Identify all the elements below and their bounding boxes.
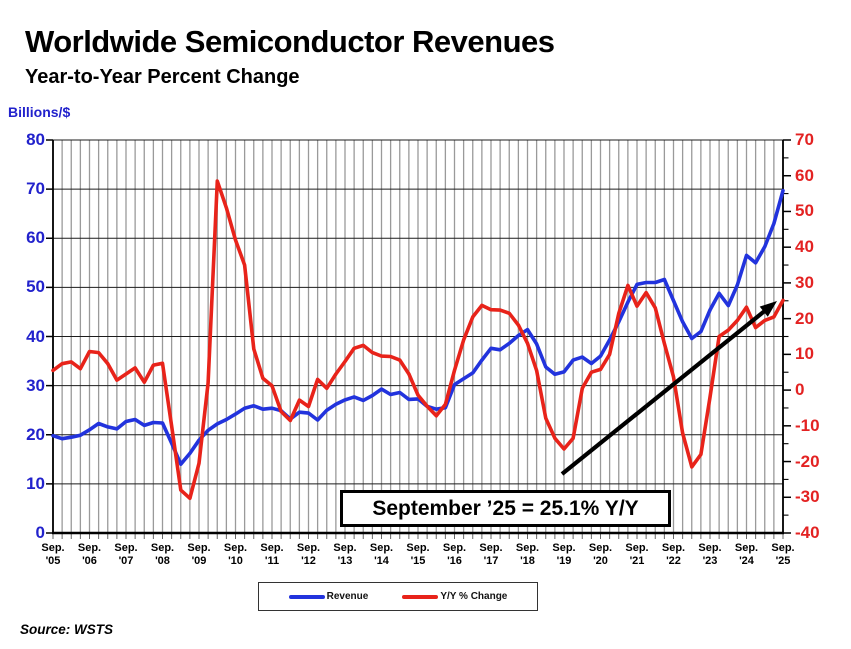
annotation-text: September ’25 = 25.1% Y/Y [372, 496, 639, 520]
right-axis-tick--30: -30 [795, 487, 820, 507]
right-axis-tick-10: 10 [795, 344, 814, 364]
x-axis-tick-20: Sep. '20 [588, 542, 613, 567]
x-axis-tick-19: Sep. '19 [552, 542, 576, 567]
right-axis-tick--10: -10 [795, 415, 820, 435]
right-axis-tick-0: 0 [795, 380, 805, 400]
left-axis-title: Billions/$ [8, 104, 71, 120]
x-axis-tick-24: Sep. '24 [734, 542, 759, 567]
annotation-arrow-shaft [560, 305, 771, 476]
right-axis-tick-40: 40 [795, 237, 814, 257]
right-axis-tick--40: -40 [795, 523, 820, 542]
right-axis-tick--20: -20 [795, 451, 820, 471]
x-axis-tick-07: Sep. '07 [114, 542, 138, 567]
x-axis-tick-13: Sep. '13 [333, 542, 357, 567]
right-axis-tick-60: 60 [795, 165, 814, 185]
x-axis-tick-11: Sep. '11 [260, 542, 284, 567]
left-axis-tick-40: 40 [26, 326, 45, 346]
x-axis-tick-18: Sep. '18 [515, 542, 540, 567]
legend: Revenue Y/Y % Change [258, 582, 538, 611]
x-axis-tick-25: Sep. '25 [771, 542, 795, 567]
x-axis-tick-09: Sep. '09 [187, 542, 211, 567]
right-axis-tick-30: 30 [795, 272, 814, 292]
left-axis-tick-80: 80 [26, 130, 45, 149]
left-axis-tick-30: 30 [26, 375, 45, 395]
x-axis-tick-17: Sep. '17 [479, 542, 503, 567]
left-axis-tick-0: 0 [35, 523, 45, 542]
revenue-line-swatch [288, 594, 325, 599]
left-axis-tick-10: 10 [26, 473, 45, 493]
legend-item-yoy: Y/Y % Change [402, 591, 507, 602]
yoy-line-swatch [402, 594, 439, 599]
x-axis-tick-10: Sep. '10 [223, 542, 248, 567]
x-axis-tick-08: Sep. '08 [150, 542, 175, 567]
left-axis-tick-70: 70 [26, 179, 45, 199]
x-axis-tick-21: Sep. '21 [625, 542, 649, 567]
right-axis-tick-70: 70 [795, 130, 814, 149]
legend-label-yoy: Y/Y % Change [440, 591, 508, 602]
x-axis-tick-14: Sep. '14 [369, 542, 394, 567]
x-axis-tick-06: Sep. '06 [77, 542, 102, 567]
x-axis-tick-12: Sep. '12 [296, 542, 321, 567]
right-axis-tick-20: 20 [795, 308, 814, 328]
x-axis-tick-22: Sep. '22 [661, 542, 686, 567]
legend-item-revenue: Revenue [288, 591, 369, 602]
chart-subtitle: Year-to-Year Percent Change [25, 66, 300, 88]
right-axis-tick-50: 50 [795, 201, 814, 221]
series-line-y-y-change [51, 179, 785, 501]
source-note: Source: WSTS [20, 622, 114, 637]
x-axis-tick-16: Sep. '16 [442, 542, 467, 567]
chart-title: Worldwide Semiconductor Revenues [25, 24, 555, 59]
x-axis-tick-05: Sep. '05 [41, 542, 65, 567]
x-axis-tick-23: Sep. '23 [698, 542, 722, 567]
legend-label-revenue: Revenue [326, 591, 369, 602]
x-axis-tick-15: Sep. '15 [406, 542, 430, 567]
annotation-callout: September ’25 = 25.1% Y/Y [340, 490, 671, 527]
left-axis-tick-60: 60 [26, 228, 45, 248]
annotation-arrow-head [759, 301, 777, 317]
left-axis-tick-50: 50 [26, 277, 45, 297]
left-axis-tick-20: 20 [26, 424, 45, 444]
